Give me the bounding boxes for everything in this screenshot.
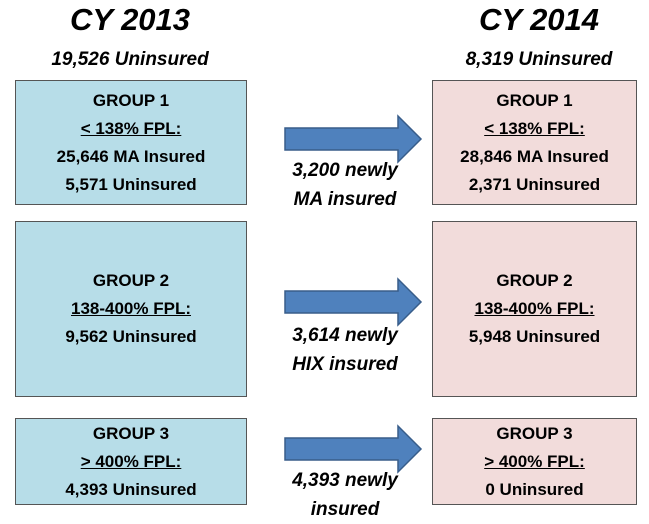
transition-label: MA insured [293,189,397,210]
group-line: 0 Uninsured [485,479,584,499]
group-line: 25,646 MA Insured [56,146,206,166]
group-box: GROUP 3 > 400% FPL: 4,393 Uninsured [15,418,247,505]
group-line: 28,846 MA Insured [460,146,609,166]
group-line: 5,948 Uninsured [468,327,601,346]
group-title: GROUP 1 [92,90,170,110]
arrow [284,424,423,474]
arrow [284,114,423,164]
group-box: GROUP 2 138-400% FPL: 9,562 Uninsured [15,221,247,397]
group-line: 9,562 Uninsured [65,327,197,346]
group-fpl: 138-400% FPL: [474,299,595,318]
group-line: 2,371 Uninsured [468,174,601,194]
group-title: GROUP 2 [496,271,573,290]
column-total: 19,526 Uninsured [51,49,209,70]
group-box: GROUP 2 138-400% FPL: 5,948 Uninsured [432,221,637,397]
group-fpl: 138-400% FPL: [71,299,191,318]
arrow [284,277,423,327]
column-year: CY 2014 [478,2,600,37]
transition-label: HIX insured [292,354,398,375]
group-fpl: > 400% FPL: [80,451,182,471]
group-title: GROUP 3 [496,423,573,443]
transition-label: 4,393 newly [292,470,398,491]
group-fpl: < 138% FPL: [80,118,182,138]
group-box: GROUP 1 < 138% FPL: 28,846 MA Insured 2,371… [432,80,637,205]
transition-label: 3,614 newly [292,325,398,346]
group-line: 4,393 Uninsured [65,479,197,499]
group-title: GROUP 2 [92,271,170,290]
column-year: CY 2013 [69,2,191,37]
group-line: 5,571 Uninsured [65,174,197,194]
group-box: GROUP 3 > 400% FPL: 0 Uninsured [432,418,637,505]
transition-label: 3,200 newly [292,160,398,181]
column-total: 8,319 Uninsured [465,49,613,70]
group-fpl: < 138% FPL: [484,118,585,138]
transition-label: insured [310,499,380,520]
group-fpl: > 400% FPL: [484,451,585,471]
group-title: GROUP 1 [496,90,573,110]
group-box: GROUP 1 < 138% FPL: 25,646 MA Insured 5,571… [15,80,247,205]
group-title: GROUP 3 [92,423,170,443]
